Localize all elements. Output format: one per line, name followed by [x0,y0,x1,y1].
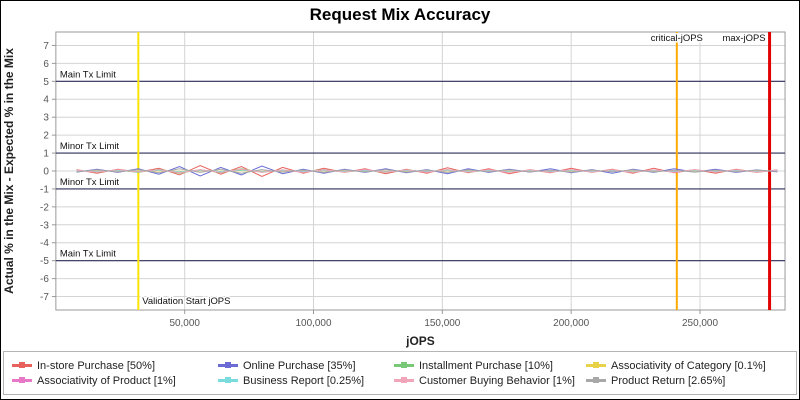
legend-item: Customer Buying Behavior [1%] [394,375,586,387]
legend-swatch-icon [218,377,238,383]
series-line [76,165,778,177]
y-tick-label: 7 [43,41,49,52]
legend-label: Associativity of Category [0.1%] [611,359,766,372]
y-tick-label: 1 [43,149,49,160]
legend-item: Product Return [2.65%] [586,375,796,387]
y-tick-label: 2 [43,131,49,142]
legend-swatch-icon [394,377,414,383]
marker-line-label: Validation Start jOPS [142,296,230,307]
plot-svg: -7 -6 -5 -4 -3 -2 -1 0 1 2 3 4 5 6 7 50,000 100,000 150,0… [2,31,786,348]
y-tick-label: -3 [40,220,49,231]
legend-label: Associativity of Product [1%] [37,374,176,387]
y-tick-label: 6 [43,59,49,70]
legend-item: Associativity of Product [1%] [12,375,218,387]
limit-line-label: Main Tx Limit [60,69,116,80]
x-tick-label: 150,000 [424,318,460,329]
legend-label: Business Report [0.25%] [243,374,365,387]
legend: In-store Purchase [50%] Online Purchase [… [3,351,797,395]
y-tick-label: -1 [40,184,49,195]
y-tick-label: 4 [43,95,49,106]
limit-line-label: Minor Tx Limit [60,141,120,152]
legend-item: In-store Purchase [50%] [12,360,218,372]
legend-label: In-store Purchase [50%] [37,359,156,372]
legend-label: Installment Purchase [10%] [419,359,553,372]
y-tick-label: -6 [40,274,49,285]
limit-line-label: Main Tx Limit [60,249,116,260]
marker-line-label: max-jOPS [722,33,765,44]
marker-line-label: critical-jOPS [651,33,703,44]
limit-line-label: Minor Tx Limit [60,177,120,188]
chart-title: Request Mix Accuracy [309,5,491,24]
legend-label: Product Return [2.65%] [611,374,726,387]
x-tick-label: 250,000 [682,318,718,329]
y-tick-label: -5 [40,256,49,267]
x-tick-label: 100,000 [296,318,332,329]
legend-item: Online Purchase [35%] [218,360,394,372]
legend-swatch-icon [12,377,32,383]
x-tick-label: 50,000 [169,318,200,329]
y-tick-label: 0 [43,166,49,177]
legend-swatch-icon [394,362,414,368]
legend-label: Online Purchase [35%] [243,359,356,372]
legend-item: Associativity of Category [0.1%] [586,360,796,372]
y-axis-label: Actual % in the Mix - Expected % in the … [2,48,16,294]
legend-swatch-icon [218,362,238,368]
x-tick-label: 200,000 [553,318,589,329]
x-axis-label: jOPS [405,334,435,348]
legend-swatch-icon [586,362,606,368]
legend-item: Installment Purchase [10%] [394,360,586,372]
y-tick-label: 3 [43,113,49,124]
y-tick-label: -4 [40,238,49,249]
y-tick-label: -2 [40,202,49,213]
legend-swatch-icon [12,362,32,368]
legend-label: Customer Buying Behavior [1%] [419,374,575,387]
series-line [76,168,778,174]
y-tick-label: 5 [43,77,49,88]
legend-swatch-icon [586,377,606,383]
legend-item: Business Report [0.25%] [218,375,394,387]
y-tick-label: -7 [40,292,49,303]
